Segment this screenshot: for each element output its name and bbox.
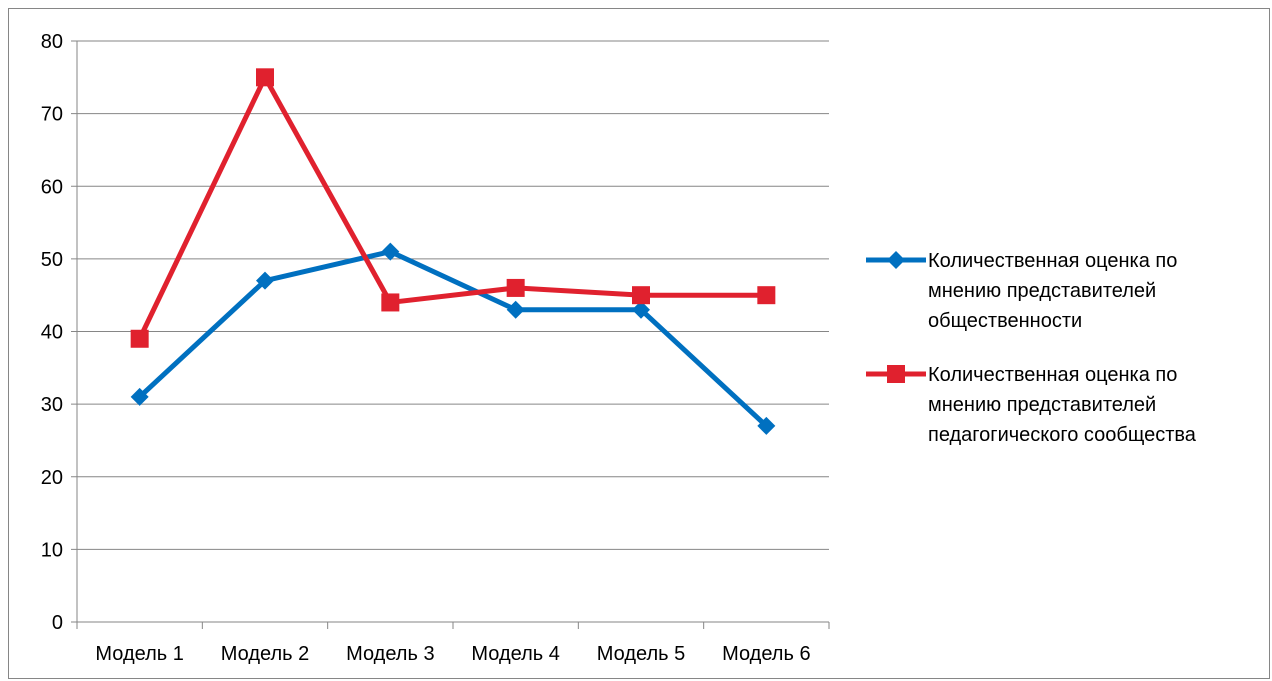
- legend-swatch-marker: [887, 365, 905, 383]
- data-point: [506, 278, 525, 297]
- legend-label-line: мнению представителей: [928, 394, 1156, 416]
- data-point: [506, 300, 525, 319]
- y-tick-label: 20: [41, 467, 63, 489]
- y-tick-label: 30: [41, 394, 63, 416]
- y-tick-label: 50: [41, 249, 63, 271]
- data-point: [381, 293, 400, 312]
- axes: 0 10 20 30 40 50 60 70 80 Модель 1 Модель 2 Модель …: [41, 31, 830, 665]
- y-tick-label: 0: [52, 612, 63, 634]
- data-point: [757, 416, 776, 435]
- legend-entry-1: Количественная оценка по мнению представи…: [866, 250, 1177, 332]
- y-tick-label: 60: [41, 176, 63, 198]
- data-point: [757, 286, 776, 305]
- y-tick-label: 40: [41, 322, 63, 344]
- x-tick-label: Модель 2: [221, 643, 309, 665]
- x-tick-label: Модель 3: [346, 643, 434, 665]
- x-tick-label: Модель 5: [597, 643, 685, 665]
- legend-label-line: общественности: [928, 310, 1082, 332]
- data-point: [632, 300, 650, 319]
- y-tick-label: 70: [41, 104, 63, 126]
- legend-swatch-marker: [887, 251, 905, 269]
- x-tick-label: Модель 1: [95, 643, 183, 665]
- series-2: [130, 68, 776, 348]
- data-point: [632, 286, 650, 305]
- legend-label: Количественная оценка по мнению представи…: [928, 364, 1197, 446]
- series-1: [130, 242, 776, 435]
- legend-entry-2: Количественная оценка по мнению представи…: [866, 364, 1197, 446]
- series-line: [137, 249, 769, 428]
- gridlines: [77, 40, 829, 550]
- x-tick-label: Модель 4: [471, 643, 559, 665]
- legend: Количественная оценка по мнению представи…: [866, 250, 1197, 446]
- legend-label-line: Количественная оценка по: [928, 250, 1177, 272]
- data-point: [256, 68, 274, 87]
- legend-label-line: Количественная оценка по: [928, 364, 1177, 386]
- legend-label-line: мнению представителей: [928, 280, 1156, 302]
- chart-frame: [8, 8, 1270, 679]
- data-point: [381, 242, 400, 261]
- data-point: [130, 387, 149, 406]
- series-line: [137, 74, 767, 340]
- data-point: [256, 271, 274, 290]
- y-tick-label: 80: [41, 31, 63, 53]
- legend-label-line: педагогического сообщества: [928, 424, 1197, 446]
- x-tick-label: Модель 6: [722, 643, 810, 665]
- legend-label: Количественная оценка по мнению представи…: [928, 250, 1177, 332]
- data-point: [130, 329, 149, 348]
- series-lines: [130, 68, 776, 435]
- y-tick-label: 10: [41, 539, 63, 561]
